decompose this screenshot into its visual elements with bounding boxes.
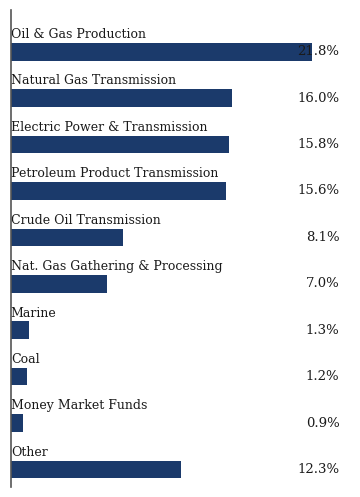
- Text: 15.8%: 15.8%: [297, 138, 339, 151]
- Text: Marine: Marine: [11, 307, 57, 320]
- Text: 15.6%: 15.6%: [297, 184, 339, 197]
- Bar: [11, 182, 226, 200]
- Bar: [11, 275, 108, 293]
- Bar: [11, 89, 232, 107]
- Text: 7.0%: 7.0%: [306, 277, 339, 290]
- Bar: [11, 229, 123, 246]
- Text: Petroleum Product Transmission: Petroleum Product Transmission: [11, 167, 218, 180]
- Text: Other: Other: [11, 446, 48, 459]
- Bar: [11, 136, 229, 154]
- Text: 1.2%: 1.2%: [306, 370, 339, 383]
- Bar: [11, 461, 181, 478]
- Text: 16.0%: 16.0%: [297, 91, 339, 105]
- Text: Crude Oil Transmission: Crude Oil Transmission: [11, 214, 161, 227]
- Bar: [11, 322, 29, 339]
- Text: 21.8%: 21.8%: [297, 45, 339, 58]
- Text: 12.3%: 12.3%: [297, 463, 339, 476]
- Bar: [11, 368, 27, 385]
- Bar: [11, 414, 23, 432]
- Text: Natural Gas Transmission: Natural Gas Transmission: [11, 75, 176, 87]
- Text: 1.3%: 1.3%: [306, 324, 339, 336]
- Text: 0.9%: 0.9%: [306, 416, 339, 429]
- Text: Electric Power & Transmission: Electric Power & Transmission: [11, 121, 207, 134]
- Text: Coal: Coal: [11, 353, 40, 366]
- Text: 8.1%: 8.1%: [306, 231, 339, 244]
- Text: Oil & Gas Production: Oil & Gas Production: [11, 28, 146, 41]
- Bar: [11, 43, 312, 61]
- Text: Money Market Funds: Money Market Funds: [11, 399, 147, 413]
- Text: Nat. Gas Gathering & Processing: Nat. Gas Gathering & Processing: [11, 260, 222, 273]
